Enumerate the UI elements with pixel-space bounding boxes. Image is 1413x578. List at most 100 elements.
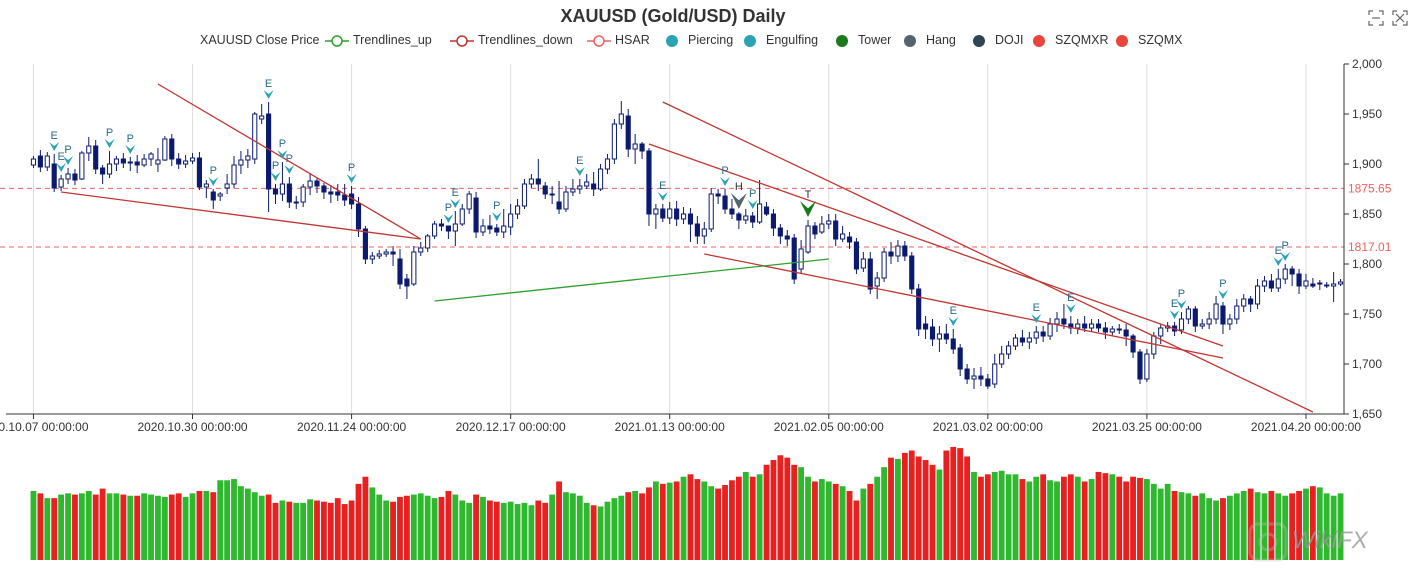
candle-body bbox=[1261, 280, 1268, 287]
volume-bar bbox=[1323, 493, 1330, 560]
volume-bar bbox=[950, 446, 957, 560]
candle-body bbox=[1324, 284, 1330, 287]
marker-label: P bbox=[279, 138, 286, 150]
candle bbox=[736, 212, 742, 229]
legend-marker-icon bbox=[744, 35, 756, 47]
candle bbox=[1116, 324, 1122, 334]
candle bbox=[729, 199, 735, 219]
candle-body bbox=[577, 185, 583, 190]
candle bbox=[44, 152, 50, 171]
volume-bar bbox=[812, 481, 818, 560]
volume-bar bbox=[625, 492, 632, 560]
volume-bar bbox=[99, 488, 106, 560]
candle-body bbox=[376, 253, 382, 257]
volume-bar bbox=[659, 483, 666, 560]
legend-label: DOJI bbox=[995, 33, 1024, 47]
candle bbox=[708, 188, 714, 232]
candle bbox=[189, 153, 196, 164]
pattern-marker-tower: T bbox=[800, 189, 817, 217]
marker-arrow-icon bbox=[948, 317, 959, 326]
candle-body bbox=[293, 201, 299, 204]
candle bbox=[812, 222, 818, 239]
candle bbox=[300, 184, 306, 207]
volume-bar bbox=[701, 481, 708, 560]
candle-body bbox=[591, 183, 597, 190]
volume-bar bbox=[590, 505, 597, 560]
y-tick-label: 1,850 bbox=[1352, 207, 1382, 221]
candle bbox=[1234, 299, 1240, 324]
candle-body bbox=[950, 338, 956, 350]
volume-bar bbox=[376, 494, 383, 560]
volume-bar bbox=[390, 501, 396, 560]
candle bbox=[1296, 269, 1302, 294]
volume-bar bbox=[798, 467, 805, 560]
volume-bar bbox=[908, 450, 915, 560]
volume-bar bbox=[265, 494, 272, 560]
y-tick-label: 1,800 bbox=[1352, 257, 1382, 271]
volume-bar bbox=[784, 457, 791, 560]
zoom-reset-icon[interactable] bbox=[1392, 10, 1408, 26]
volume-bar bbox=[51, 498, 58, 560]
legend-label: HSAR bbox=[615, 33, 650, 47]
marker-arrow-icon bbox=[657, 192, 668, 201]
candle-body bbox=[224, 183, 230, 189]
candle bbox=[1268, 274, 1274, 292]
volume-bar bbox=[839, 486, 846, 560]
volume-bar bbox=[493, 501, 500, 560]
volume-bar bbox=[44, 498, 51, 560]
volume-bar bbox=[1330, 495, 1337, 560]
candle-body bbox=[763, 206, 770, 215]
candle bbox=[141, 154, 147, 167]
candle bbox=[58, 175, 64, 191]
candle bbox=[556, 181, 562, 214]
marker-label: P bbox=[445, 202, 452, 214]
volume-bar bbox=[770, 460, 777, 560]
zoom-select-icon[interactable] bbox=[1368, 10, 1384, 26]
candle-body bbox=[770, 213, 777, 229]
candle-body bbox=[798, 248, 804, 270]
candle-body bbox=[985, 378, 991, 387]
pattern-marker-engulfing: E bbox=[263, 78, 274, 99]
marker-arrow-icon bbox=[346, 174, 357, 183]
candle bbox=[964, 364, 970, 384]
legend-label: SZQMX bbox=[1138, 33, 1183, 47]
volume-bar bbox=[818, 479, 825, 560]
candle-body bbox=[487, 225, 493, 230]
volume-bar bbox=[563, 492, 569, 560]
candle bbox=[106, 151, 113, 178]
candle-body bbox=[452, 223, 458, 232]
candle-body bbox=[494, 227, 500, 233]
candle-body bbox=[113, 158, 120, 165]
candle bbox=[93, 140, 99, 174]
candle-body bbox=[846, 236, 853, 243]
pattern-marker-engulfing: E bbox=[574, 155, 585, 176]
volume-bar bbox=[1289, 493, 1296, 560]
volume-bar bbox=[327, 502, 334, 560]
candle bbox=[1324, 282, 1330, 288]
candle-body bbox=[1289, 268, 1295, 275]
volume-bar bbox=[1150, 483, 1157, 560]
candle bbox=[971, 368, 977, 389]
volume-bar bbox=[1261, 493, 1268, 560]
candle-body bbox=[978, 375, 984, 380]
volume-bar bbox=[853, 500, 860, 560]
marker-label: E bbox=[1275, 245, 1282, 257]
candle-body bbox=[1116, 328, 1122, 331]
candle bbox=[404, 274, 410, 299]
marker-label: E bbox=[1033, 302, 1040, 314]
volume-bar bbox=[978, 476, 984, 560]
volume-bar bbox=[1137, 477, 1143, 560]
candle bbox=[570, 179, 576, 196]
candle bbox=[1006, 341, 1012, 359]
volume-bar bbox=[1088, 479, 1095, 560]
candle bbox=[777, 224, 783, 244]
y-tick-label: 1,700 bbox=[1352, 357, 1382, 371]
x-tick-label: 2021.04.20 00:00:00 bbox=[1251, 420, 1361, 434]
candle bbox=[604, 154, 611, 174]
volume-bar bbox=[535, 500, 542, 560]
pattern-marker-hang: H bbox=[730, 181, 747, 209]
x-tick-label: 2020.10.07 00:00:00 bbox=[0, 420, 89, 434]
candle-body bbox=[1282, 268, 1288, 280]
candle bbox=[162, 136, 168, 161]
candle-body bbox=[1075, 323, 1081, 329]
